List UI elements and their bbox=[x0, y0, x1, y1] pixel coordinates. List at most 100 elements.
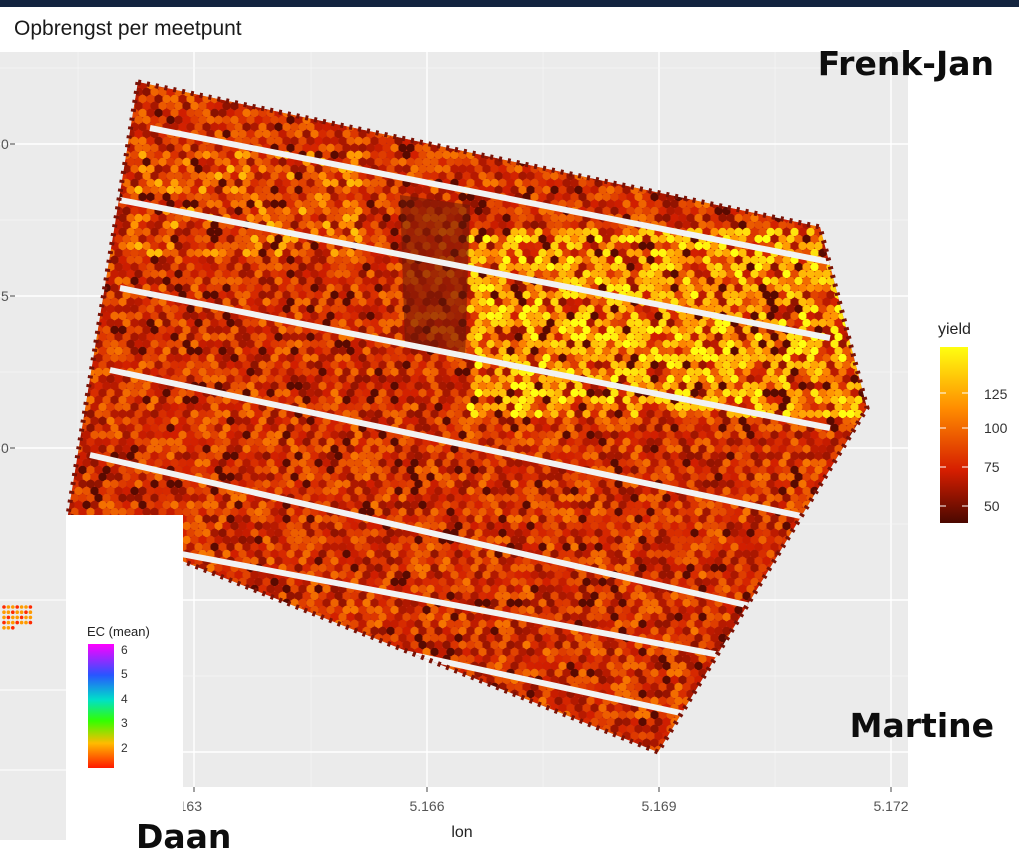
yield-point bbox=[638, 227, 647, 237]
yield-point bbox=[134, 101, 143, 111]
yield-point bbox=[110, 283, 119, 293]
yield-point bbox=[146, 220, 155, 230]
yield-point bbox=[130, 234, 139, 244]
yield-point bbox=[634, 262, 643, 272]
yield-point bbox=[142, 101, 151, 111]
yield-point bbox=[198, 143, 207, 153]
yield-point bbox=[142, 255, 151, 265]
yield-point bbox=[150, 157, 159, 167]
yield-point bbox=[158, 101, 167, 111]
yield-point bbox=[218, 234, 227, 244]
yield-point bbox=[130, 206, 139, 216]
yield-point bbox=[278, 157, 287, 167]
yield-point bbox=[546, 192, 555, 202]
yield-point bbox=[170, 234, 179, 244]
yield-point bbox=[402, 150, 411, 160]
yield-point bbox=[210, 234, 219, 244]
yield-point bbox=[266, 234, 275, 244]
yield-point bbox=[362, 234, 371, 244]
yield-point bbox=[178, 262, 187, 272]
yield-point bbox=[302, 185, 311, 195]
yield-point bbox=[382, 143, 391, 153]
yield-point bbox=[362, 178, 371, 188]
yield-point bbox=[178, 234, 187, 244]
yield-point bbox=[378, 220, 387, 230]
yield-point bbox=[390, 227, 399, 237]
yield-point bbox=[806, 269, 815, 279]
yield-point bbox=[314, 136, 323, 146]
yield-point bbox=[398, 157, 407, 167]
yield-point bbox=[650, 248, 659, 258]
yield-point bbox=[670, 213, 679, 223]
yield-point bbox=[150, 185, 159, 195]
yield-point bbox=[146, 150, 155, 160]
yield-point bbox=[530, 178, 539, 188]
yield-point bbox=[562, 192, 571, 202]
yield-point bbox=[622, 283, 631, 293]
yield-point bbox=[262, 199, 271, 209]
yield-point bbox=[274, 262, 283, 272]
yield-point bbox=[386, 164, 395, 174]
yield-point bbox=[206, 241, 215, 251]
yield-point bbox=[246, 157, 255, 167]
yield-point bbox=[206, 101, 215, 111]
yield-point bbox=[418, 150, 427, 160]
yield-point bbox=[758, 227, 767, 237]
yield-point bbox=[562, 248, 571, 258]
yield-point bbox=[302, 283, 311, 293]
yield-point bbox=[662, 269, 671, 279]
yield-point bbox=[702, 227, 711, 237]
yield-point bbox=[150, 241, 159, 251]
yield-point bbox=[750, 283, 759, 293]
yield-point bbox=[182, 157, 191, 167]
yield-point bbox=[430, 185, 439, 195]
yield-point bbox=[414, 143, 423, 153]
yield-point bbox=[234, 248, 243, 258]
yield-point bbox=[226, 262, 235, 272]
yield-point bbox=[602, 262, 611, 272]
yield-point bbox=[342, 255, 351, 265]
yield-point bbox=[242, 248, 251, 258]
yield-point bbox=[486, 283, 495, 293]
yield-point bbox=[662, 255, 671, 265]
yield-point bbox=[142, 213, 151, 223]
yield-point bbox=[750, 255, 759, 265]
yield-point bbox=[566, 255, 575, 265]
yield-point bbox=[746, 220, 755, 230]
yield-point bbox=[158, 185, 167, 195]
yield-point bbox=[350, 199, 359, 209]
yield-point bbox=[502, 227, 511, 237]
yield-point bbox=[710, 241, 719, 251]
yield-point bbox=[186, 248, 195, 258]
yield-point bbox=[286, 129, 295, 139]
yield-point bbox=[218, 164, 227, 174]
yield-point bbox=[218, 262, 227, 272]
yield-point bbox=[210, 206, 219, 216]
yield-point bbox=[498, 178, 507, 188]
yield-point bbox=[258, 234, 267, 244]
yield-point bbox=[306, 206, 315, 216]
yield-point bbox=[494, 199, 503, 209]
yield-point bbox=[598, 269, 607, 279]
yield-point bbox=[494, 283, 503, 293]
yield-point bbox=[706, 248, 715, 258]
yield-point bbox=[550, 227, 559, 237]
yield-point bbox=[586, 234, 595, 244]
yield-point bbox=[774, 241, 783, 251]
yield-point bbox=[374, 199, 383, 209]
yield-point bbox=[714, 262, 723, 272]
yield-point bbox=[474, 220, 483, 230]
yield-point bbox=[626, 234, 635, 244]
yield-point bbox=[490, 276, 499, 286]
yield-point bbox=[382, 199, 391, 209]
yield-point bbox=[166, 227, 175, 237]
yield-point bbox=[474, 206, 483, 216]
yield-point bbox=[190, 283, 199, 293]
yield-point bbox=[750, 269, 759, 279]
yield-point bbox=[390, 241, 399, 251]
yield-point bbox=[318, 283, 327, 293]
yield-point bbox=[718, 213, 727, 223]
yield-point bbox=[646, 283, 655, 293]
yield-point bbox=[578, 220, 587, 230]
yield-point bbox=[286, 255, 295, 265]
